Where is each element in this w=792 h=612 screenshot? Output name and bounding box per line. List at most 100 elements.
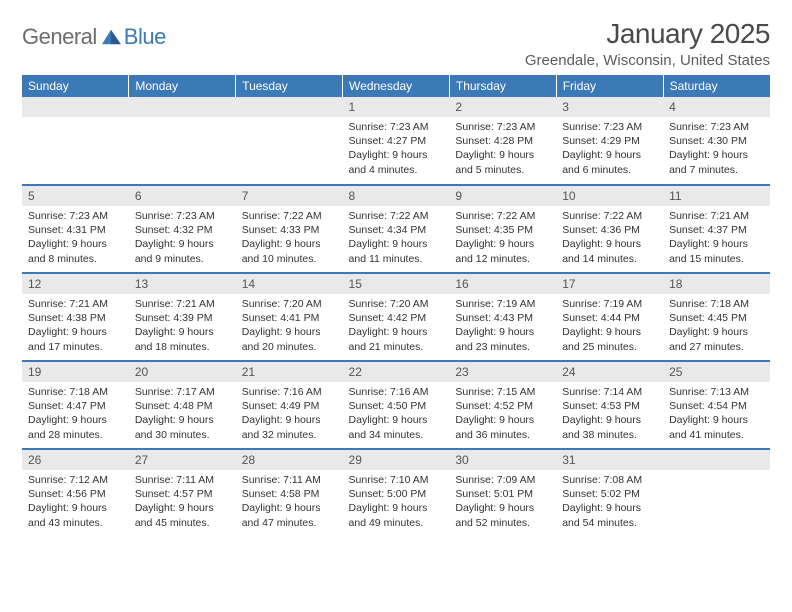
day-info: Sunrise: 7:11 AMSunset: 4:57 PMDaylight:… <box>135 473 230 530</box>
day-number: 12 <box>22 274 129 294</box>
location: Greendale, Wisconsin, United States <box>525 52 770 69</box>
calendar-day-cell: 2 Sunrise: 7:23 AMSunset: 4:28 PMDaylight… <box>449 97 556 185</box>
day-number: 29 <box>343 450 450 470</box>
day-number: 18 <box>663 274 770 294</box>
calendar-day-cell: 8 Sunrise: 7:22 AMSunset: 4:34 PMDaylight… <box>343 185 450 273</box>
weekday-header: Friday <box>556 75 663 97</box>
calendar-day-cell <box>663 449 770 537</box>
calendar-day-cell: 20 Sunrise: 7:17 AMSunset: 4:48 PMDayligh… <box>129 361 236 449</box>
day-info: Sunrise: 7:23 AMSunset: 4:31 PMDaylight:… <box>28 209 123 266</box>
day-number: 27 <box>129 450 236 470</box>
day-info: Sunrise: 7:16 AMSunset: 4:49 PMDaylight:… <box>242 385 337 442</box>
day-number: 31 <box>556 450 663 470</box>
calendar-day-cell: 6 Sunrise: 7:23 AMSunset: 4:32 PMDaylight… <box>129 185 236 273</box>
weekday-header: Tuesday <box>236 75 343 97</box>
calendar-day-cell: 24 Sunrise: 7:14 AMSunset: 4:53 PMDayligh… <box>556 361 663 449</box>
day-number: 2 <box>449 97 556 117</box>
calendar-week-row: 26Sunrise: 7:12 AMSunset: 4:56 PMDayligh… <box>22 449 770 537</box>
weekday-header: Sunday <box>22 75 129 97</box>
day-number: 28 <box>236 450 343 470</box>
calendar-day-cell: 26Sunrise: 7:12 AMSunset: 4:56 PMDayligh… <box>22 449 129 537</box>
day-number: 15 <box>343 274 450 294</box>
calendar-day-cell: 17 Sunrise: 7:19 AMSunset: 4:44 PMDayligh… <box>556 273 663 361</box>
logo-blue: Blue <box>124 24 166 50</box>
day-info: Sunrise: 7:23 AMSunset: 4:27 PMDaylight:… <box>349 120 444 177</box>
calendar-day-cell: 22Sunrise: 7:16 AMSunset: 4:50 PMDayligh… <box>343 361 450 449</box>
calendar-day-cell: 29 Sunrise: 7:10 AMSunset: 5:00 PMDayligh… <box>343 449 450 537</box>
day-info: Sunrise: 7:23 AMSunset: 4:30 PMDaylight:… <box>669 120 764 177</box>
day-info: Sunrise: 7:23 AMSunset: 4:28 PMDaylight:… <box>455 120 550 177</box>
calendar-day-cell: 7Sunrise: 7:22 AMSunset: 4:33 PMDaylight… <box>236 185 343 273</box>
day-number: 10 <box>556 186 663 206</box>
day-info: Sunrise: 7:20 AMSunset: 4:41 PMDaylight:… <box>242 297 337 354</box>
day-info: Sunrise: 7:16 AMSunset: 4:50 PMDaylight:… <box>349 385 444 442</box>
calendar-day-cell: 31 Sunrise: 7:08 AMSunset: 5:02 PMDayligh… <box>556 449 663 537</box>
day-info: Sunrise: 7:20 AMSunset: 4:42 PMDaylight:… <box>349 297 444 354</box>
logo-triangle-icon <box>100 28 122 46</box>
calendar-day-cell: 1 Sunrise: 7:23 AMSunset: 4:27 PMDaylight… <box>343 97 450 185</box>
calendar-day-cell: 18 Sunrise: 7:18 AMSunset: 4:45 PMDayligh… <box>663 273 770 361</box>
month-title: January 2025 <box>525 18 770 50</box>
calendar-day-cell: 10Sunrise: 7:22 AMSunset: 4:36 PMDayligh… <box>556 185 663 273</box>
logo-general: General <box>22 24 97 50</box>
day-number: 5 <box>22 186 129 206</box>
calendar-day-cell: 25Sunrise: 7:13 AMSunset: 4:54 PMDayligh… <box>663 361 770 449</box>
day-number: 8 <box>343 186 450 206</box>
day-info: Sunrise: 7:14 AMSunset: 4:53 PMDaylight:… <box>562 385 657 442</box>
calendar-body: 1 Sunrise: 7:23 AMSunset: 4:27 PMDaylight… <box>22 97 770 537</box>
calendar-day-cell: 3Sunrise: 7:23 AMSunset: 4:29 PMDaylight… <box>556 97 663 185</box>
weekday-header: Wednesday <box>343 75 450 97</box>
day-number: 13 <box>129 274 236 294</box>
calendar-week-row: 1 Sunrise: 7:23 AMSunset: 4:27 PMDaylight… <box>22 97 770 185</box>
calendar-day-cell: 30Sunrise: 7:09 AMSunset: 5:01 PMDayligh… <box>449 449 556 537</box>
day-info: Sunrise: 7:23 AMSunset: 4:32 PMDaylight:… <box>135 209 230 266</box>
day-info: Sunrise: 7:08 AMSunset: 5:02 PMDaylight:… <box>562 473 657 530</box>
day-info: Sunrise: 7:23 AMSunset: 4:29 PMDaylight:… <box>562 120 657 177</box>
day-info: Sunrise: 7:18 AMSunset: 4:45 PMDaylight:… <box>669 297 764 354</box>
calendar-day-cell: 5 Sunrise: 7:23 AMSunset: 4:31 PMDaylight… <box>22 185 129 273</box>
calendar-day-cell: 13 Sunrise: 7:21 AMSunset: 4:39 PMDayligh… <box>129 273 236 361</box>
calendar-week-row: 19Sunrise: 7:18 AMSunset: 4:47 PMDayligh… <box>22 361 770 449</box>
day-info: Sunrise: 7:22 AMSunset: 4:35 PMDaylight:… <box>455 209 550 266</box>
title-block: January 2025 Greendale, Wisconsin, Unite… <box>525 18 770 69</box>
day-info: Sunrise: 7:09 AMSunset: 5:01 PMDaylight:… <box>455 473 550 530</box>
calendar-day-cell: 9 Sunrise: 7:22 AMSunset: 4:35 PMDaylight… <box>449 185 556 273</box>
day-number: 21 <box>236 362 343 382</box>
day-number: 24 <box>556 362 663 382</box>
weekday-header: Saturday <box>663 75 770 97</box>
day-number: 1 <box>343 97 450 117</box>
day-number: 4 <box>663 97 770 117</box>
day-info: Sunrise: 7:22 AMSunset: 4:34 PMDaylight:… <box>349 209 444 266</box>
day-number: 19 <box>22 362 129 382</box>
day-number: 9 <box>449 186 556 206</box>
calendar-day-cell: 19Sunrise: 7:18 AMSunset: 4:47 PMDayligh… <box>22 361 129 449</box>
calendar-day-cell: 16Sunrise: 7:19 AMSunset: 4:43 PMDayligh… <box>449 273 556 361</box>
day-info: Sunrise: 7:21 AMSunset: 4:38 PMDaylight:… <box>28 297 123 354</box>
calendar-day-cell <box>22 97 129 185</box>
day-number: 16 <box>449 274 556 294</box>
calendar-day-cell: 12 Sunrise: 7:21 AMSunset: 4:38 PMDayligh… <box>22 273 129 361</box>
empty-day-number <box>22 97 129 117</box>
day-info: Sunrise: 7:19 AMSunset: 4:44 PMDaylight:… <box>562 297 657 354</box>
day-number: 20 <box>129 362 236 382</box>
weekday-row: SundayMondayTuesdayWednesdayThursdayFrid… <box>22 75 770 97</box>
weekday-header: Thursday <box>449 75 556 97</box>
day-info: Sunrise: 7:12 AMSunset: 4:56 PMDaylight:… <box>28 473 123 530</box>
day-number: 17 <box>556 274 663 294</box>
empty-day-number <box>236 97 343 117</box>
day-number: 25 <box>663 362 770 382</box>
logo: General Blue <box>22 24 166 50</box>
weekday-header: Monday <box>129 75 236 97</box>
day-number: 7 <box>236 186 343 206</box>
day-number: 23 <box>449 362 556 382</box>
empty-day-number <box>129 97 236 117</box>
day-number: 6 <box>129 186 236 206</box>
calendar-page: General Blue January 2025 Greendale, Wis… <box>0 0 792 547</box>
empty-day-number <box>663 450 770 470</box>
calendar-day-cell <box>129 97 236 185</box>
day-info: Sunrise: 7:10 AMSunset: 5:00 PMDaylight:… <box>349 473 444 530</box>
calendar-table: SundayMondayTuesdayWednesdayThursdayFrid… <box>22 75 770 537</box>
day-info: Sunrise: 7:21 AMSunset: 4:39 PMDaylight:… <box>135 297 230 354</box>
day-info: Sunrise: 7:17 AMSunset: 4:48 PMDaylight:… <box>135 385 230 442</box>
calendar-day-cell <box>236 97 343 185</box>
